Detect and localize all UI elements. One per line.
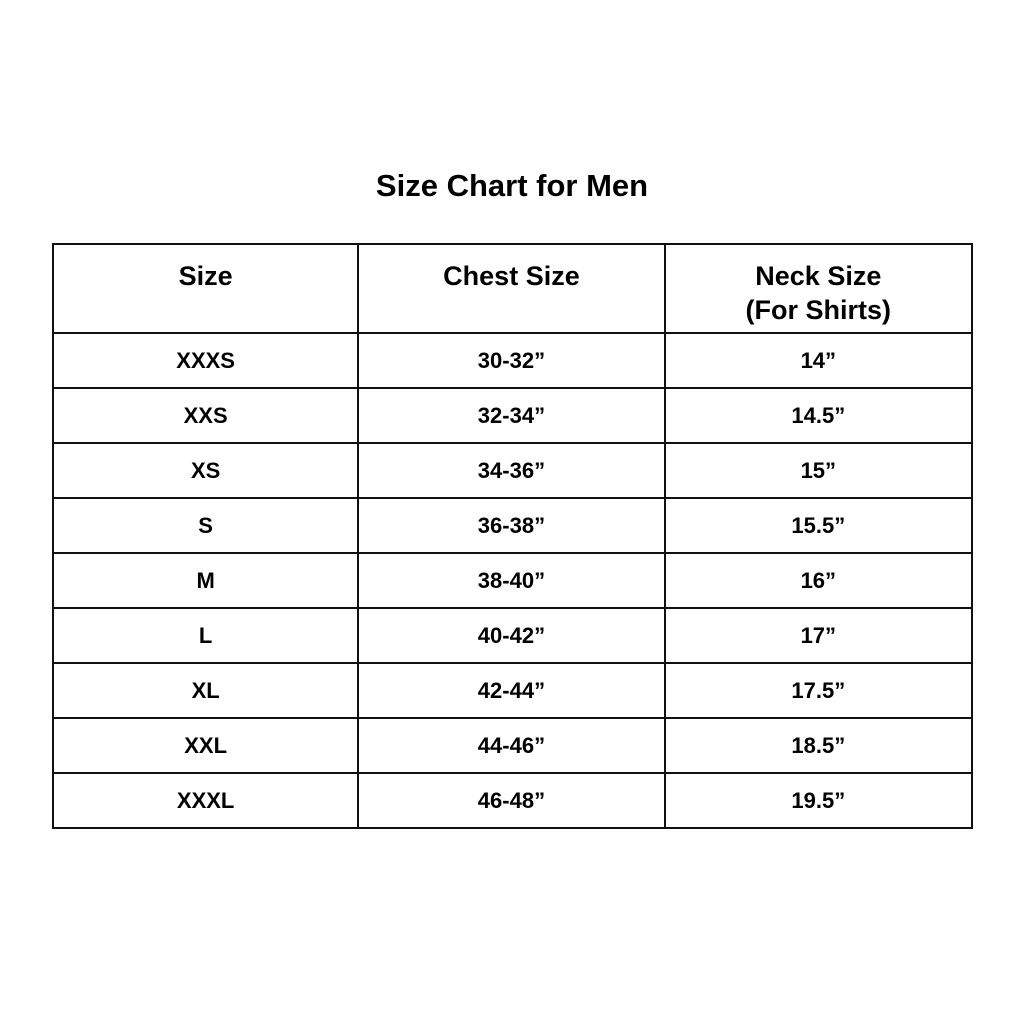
- cell-chest: 34-36”: [357, 442, 666, 499]
- cell-neck: 14.5”: [663, 387, 974, 444]
- cell-chest: 42-44”: [357, 662, 666, 719]
- cell-neck: 19.5”: [663, 772, 974, 829]
- table-row: XL 42-44” 17.5”: [51, 662, 974, 719]
- cell-size: S: [51, 497, 360, 554]
- cell-size: XXXS: [51, 332, 360, 389]
- table-row: XXXS 30-32” 14”: [51, 332, 974, 389]
- cell-chest: 30-32”: [357, 332, 666, 389]
- header-neck: Neck Size (For Shirts): [663, 243, 974, 334]
- cell-chest: 38-40”: [357, 552, 666, 609]
- cell-neck: 17.5”: [663, 662, 974, 719]
- cell-neck: 14”: [663, 332, 974, 389]
- cell-chest: 44-46”: [357, 717, 666, 774]
- cell-neck: 17”: [663, 607, 974, 664]
- table-row: XS 34-36” 15”: [51, 442, 974, 499]
- cell-size: XXS: [51, 387, 360, 444]
- table-row: M 38-40” 16”: [51, 552, 974, 609]
- cell-size: XS: [51, 442, 360, 499]
- table-row: XXXL 46-48” 19.5”: [51, 772, 974, 829]
- table-row: XXL 44-46” 18.5”: [51, 717, 974, 774]
- cell-chest: 46-48”: [357, 772, 666, 829]
- header-size: Size: [51, 243, 360, 334]
- table-row: S 36-38” 15.5”: [51, 497, 974, 554]
- size-chart-table: Size Chest Size Neck Size (For Shirts) XX…: [51, 243, 974, 829]
- cell-size: XL: [51, 662, 360, 719]
- header-neck-sub: (For Shirts): [745, 295, 892, 325]
- page-title: Size Chart for Men: [375, 168, 649, 203]
- cell-size: XXXL: [51, 772, 360, 829]
- cell-size: XXL: [51, 717, 360, 774]
- cell-size: M: [51, 552, 360, 609]
- table-row: XXS 32-34” 14.5”: [51, 387, 974, 444]
- cell-size: L: [51, 607, 360, 664]
- cell-neck: 18.5”: [663, 717, 974, 774]
- cell-neck: 15.5”: [663, 497, 974, 554]
- header-chest: Chest Size: [357, 243, 666, 334]
- cell-neck: 16”: [663, 552, 974, 609]
- cell-chest: 32-34”: [357, 387, 666, 444]
- header-row: Size Chest Size Neck Size (For Shirts): [51, 243, 974, 334]
- header-neck-label: Neck Size: [755, 261, 882, 291]
- cell-neck: 15”: [663, 442, 974, 499]
- table-row: L 40-42” 17”: [51, 607, 974, 664]
- cell-chest: 40-42”: [357, 607, 666, 664]
- cell-chest: 36-38”: [357, 497, 666, 554]
